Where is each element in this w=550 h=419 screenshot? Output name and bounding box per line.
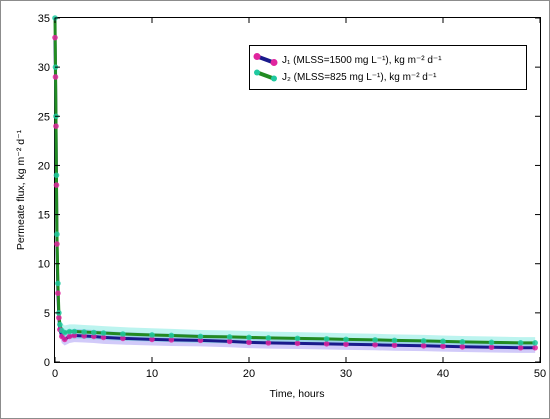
data-point	[391, 342, 398, 349]
x-tick-label: 20	[243, 368, 255, 380]
data-point	[61, 336, 68, 343]
data-point	[532, 344, 538, 351]
legend-marker-j2	[254, 69, 260, 76]
y-tick-label: 0	[44, 357, 50, 369]
data-point	[61, 329, 68, 336]
data-point	[391, 337, 398, 344]
data-point	[532, 340, 538, 346]
y-tick-label: 30	[38, 62, 50, 74]
legend-label-j1: J₁ (MLSS=1500 mg L⁻¹), kg m⁻² d⁻¹	[282, 55, 442, 66]
data-point	[81, 333, 87, 339]
data-point	[52, 74, 59, 80]
y-tick-label: 35	[38, 13, 50, 25]
data-point	[294, 335, 301, 342]
data-point	[343, 341, 349, 348]
legend-marker-j1-end	[270, 59, 278, 66]
x-axis-title: Time, hours	[269, 388, 324, 400]
data-point	[343, 336, 349, 343]
data-point	[440, 338, 446, 345]
y-tick-label: 25	[38, 111, 50, 123]
data-point	[100, 334, 107, 341]
x-tick-label: 30	[340, 368, 352, 380]
data-point	[246, 339, 252, 346]
data-point	[459, 339, 466, 345]
data-point	[420, 342, 427, 349]
data-point	[517, 340, 524, 346]
data-point	[100, 330, 107, 336]
data-point	[197, 337, 204, 344]
data-point	[149, 336, 155, 343]
legend-marker-j2-end	[271, 75, 277, 82]
data-point	[52, 34, 58, 41]
y-tick-label: 5	[44, 308, 50, 320]
y-axis: 0 5 10 15 20 25 30 35	[38, 13, 540, 369]
data-point	[66, 333, 73, 340]
data-point	[323, 336, 330, 342]
data-point	[226, 338, 233, 345]
x-tick-label: 50	[534, 368, 546, 380]
y-axis-title: Permeate flux, kg m⁻² d⁻¹	[15, 129, 27, 250]
y-tick-label: 10	[38, 259, 50, 271]
x-tick-label: 0	[52, 368, 58, 380]
data-point	[517, 344, 524, 351]
data-point	[265, 340, 272, 346]
data-point	[53, 172, 60, 179]
data-point	[168, 337, 175, 343]
data-point	[56, 314, 62, 321]
data-point	[294, 340, 301, 347]
data-point	[226, 334, 233, 340]
data-point	[81, 329, 87, 335]
data-point	[66, 328, 73, 335]
series-markers	[52, 15, 538, 351]
legend-box	[249, 45, 527, 90]
legend: J₁ (MLSS=1500 mg L⁻¹), kg m⁻² d⁻¹ J₂ (ML…	[249, 45, 527, 90]
data-point	[120, 331, 126, 337]
data-point	[53, 182, 60, 188]
data-point	[265, 335, 272, 341]
data-point	[91, 333, 97, 340]
data-point	[323, 341, 330, 347]
x-tick-label: 40	[437, 368, 449, 380]
x-axis: 0 10 20 30 40 50	[52, 18, 546, 380]
data-point	[55, 290, 61, 297]
data-point	[459, 343, 466, 350]
data-point	[168, 332, 175, 339]
y-tick-label: 20	[38, 160, 50, 172]
data-point	[488, 344, 495, 351]
data-point	[54, 241, 60, 247]
legend-marker-j1	[253, 53, 261, 60]
data-point	[440, 343, 446, 350]
y-tick-label: 15	[38, 210, 50, 222]
data-point	[91, 329, 97, 336]
data-point	[71, 332, 78, 339]
data-point	[420, 338, 427, 344]
data-point	[246, 334, 252, 341]
data-point	[488, 339, 495, 346]
data-point	[53, 123, 59, 129]
data-point	[55, 280, 61, 287]
data-point	[372, 342, 378, 348]
legend-label-j2: J₂ (MLSS=825 mg L⁻¹), kg m⁻² d⁻¹	[282, 72, 437, 83]
data-point	[54, 231, 60, 238]
data-point	[149, 332, 155, 338]
x-tick-label: 10	[146, 368, 158, 380]
data-point	[120, 335, 126, 342]
data-point	[71, 328, 78, 335]
data-point	[57, 321, 63, 328]
data-point	[197, 333, 204, 340]
data-point	[372, 337, 378, 343]
